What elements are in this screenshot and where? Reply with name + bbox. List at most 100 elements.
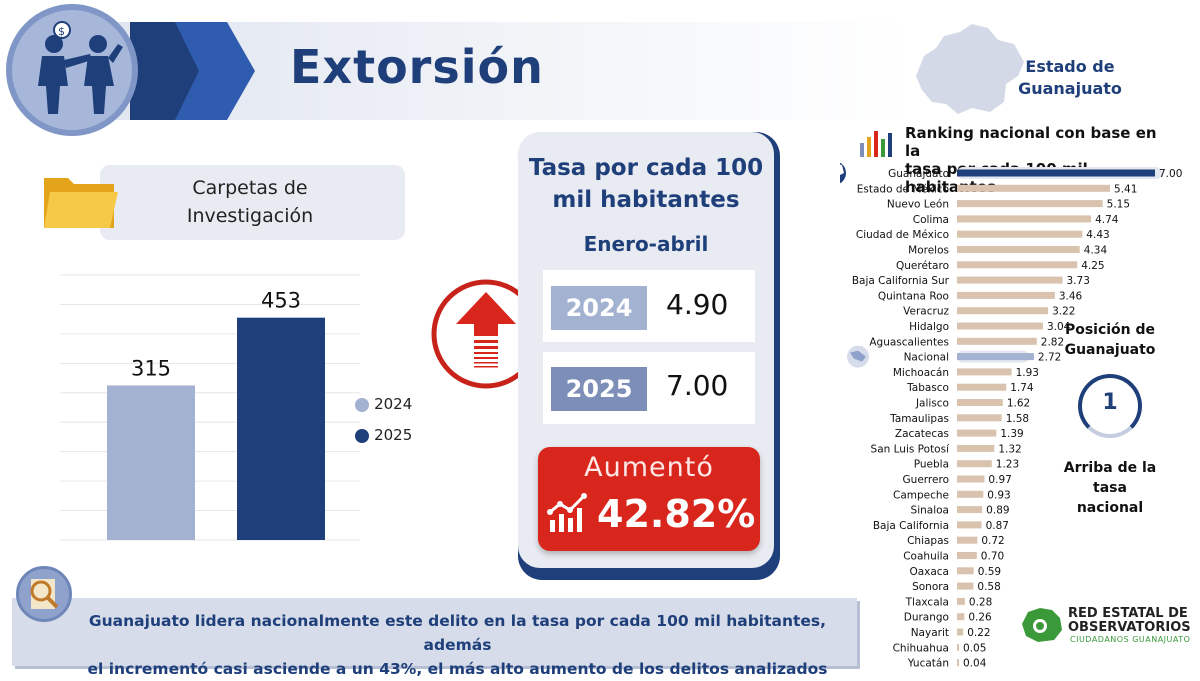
ranking-value-31: 0.05 [963, 642, 986, 654]
ranking-value-26: 0.59 [978, 566, 1001, 578]
ranking-bar-7 [957, 276, 1063, 284]
ranking-value-10: 3.04 [1047, 321, 1071, 333]
ranking-value-24: 0.72 [981, 535, 1004, 547]
ranking-bar-28 [957, 597, 965, 605]
ranking-value-9: 3.22 [1052, 306, 1075, 318]
legend-swatch-2024 [355, 397, 369, 412]
mexico-shape-icon [850, 350, 866, 362]
ranking-value-1: 5.41 [1114, 183, 1137, 195]
ranking-label-24: Chiapas [907, 535, 949, 547]
ranking-label-25: Coahuila [903, 551, 949, 563]
ranking-bar-2 [957, 200, 1103, 208]
ranking-label-22: Sinaloa [911, 505, 949, 517]
source-name-line3: CIUDADANOS GUANAJUATO [1070, 635, 1191, 644]
bar-label-2024: 315 [131, 356, 171, 380]
ranking-bar-14 [957, 383, 1007, 391]
ranking-label-23: Baja California [873, 520, 949, 532]
rate-year-2024: 2024 [551, 286, 647, 330]
ranking-label-27: Sonora [912, 581, 949, 593]
ranking-value-21: 0.93 [987, 489, 1010, 501]
ranking-value-8: 3.46 [1059, 290, 1083, 302]
ranking-value-4: 4.43 [1086, 229, 1109, 241]
ranking-bar-17 [957, 429, 997, 437]
bar-2024 [107, 385, 195, 540]
ranking-bar-3 [957, 215, 1092, 223]
state-label: Estado de Guanajuato [1018, 57, 1122, 98]
increase-box [538, 447, 760, 551]
ranking-label-11: Aguascalientes [869, 336, 949, 348]
ranking-bar-12 [957, 353, 1034, 361]
ranking-value-16: 1.58 [1006, 413, 1029, 425]
ranking-bar-18 [957, 444, 995, 452]
ranking-label-1: Estado de México [857, 183, 949, 195]
ranking-value-14: 1.74 [1010, 382, 1034, 394]
ranking-label-0: Guanajuato [888, 168, 949, 180]
ranking-bar-4 [957, 230, 1083, 238]
guanajuato-shape-icon [840, 164, 844, 175]
rate-title: Tasa por cada 100 mil habitantes [528, 155, 764, 213]
ranking-bar-15 [957, 399, 1003, 406]
ranking-value-28: 0.28 [969, 596, 992, 608]
ranking-value-23: 0.87 [986, 520, 1009, 532]
ranking-label-12: Nacional [904, 352, 949, 364]
ranking-bar-11 [957, 337, 1037, 345]
ranking-bar-16 [957, 414, 1002, 422]
ranking-label-18: San Luis Potosí [871, 443, 951, 455]
ranking-value-11: 2.82 [1041, 336, 1064, 348]
ranking-value-0: 7.00 [1159, 168, 1182, 180]
ranking-label-21: Campeche [893, 489, 949, 501]
ranking-label-20: Guerrero [903, 474, 949, 486]
ranking-bar-9 [957, 307, 1049, 315]
ranking-label-32: Yucatán [907, 658, 949, 670]
ranking-label-2: Nuevo León [887, 199, 949, 211]
ranking-label-31: Chihuahua [893, 642, 949, 654]
page-title: Extorsión [290, 40, 544, 94]
ranking-label-30: Nayarit [911, 627, 949, 639]
source-name-line2: OBSERVATORIOS [1068, 620, 1191, 635]
ranking-bar-chart: Guanajuato 7.00 Estado de México 5.41 Nuevo … [840, 163, 1182, 670]
ranking-bar-19 [957, 460, 992, 468]
ranking-bar-26 [957, 567, 974, 575]
ranking-bar-5 [957, 246, 1080, 253]
rate-value-2025: 7.00 [666, 369, 729, 402]
rate-year-2025: 2025 [551, 367, 647, 411]
ranking-label-10: Hidalgo [909, 321, 949, 333]
ranking-label-3: Colima [913, 214, 949, 226]
ranking-label-26: Oaxaca [909, 566, 949, 578]
ranking-label-9: Veracruz [903, 306, 949, 318]
ranking-label-5: Morelos [908, 245, 949, 257]
ranking-bar-27 [957, 582, 974, 590]
ranking-bar-22 [957, 506, 983, 514]
ranking-value-12: 2.72 [1038, 352, 1061, 364]
guanajuato-map-icon [916, 24, 1024, 114]
bar-2025 [237, 317, 325, 540]
ranking-value-15: 1.62 [1007, 398, 1030, 410]
ranking-bar-32 [957, 659, 959, 667]
ranking-value-18: 1.32 [998, 443, 1021, 455]
ranking-label-14: Tabasco [906, 382, 949, 394]
ranking-label-13: Michoacán [893, 367, 949, 379]
ranking-value-17: 1.39 [1000, 428, 1023, 440]
note-box [12, 598, 857, 666]
legend-label-2024: 2024 [374, 395, 413, 413]
ranking-bar-0 [957, 169, 1155, 177]
ranking-value-22: 0.89 [986, 505, 1009, 517]
ranking-bar-20 [957, 475, 985, 483]
ranking-value-30: 0.22 [967, 627, 990, 639]
investigations-title: Carpetas de Investigación [186, 177, 314, 227]
ranking-bar-24 [957, 536, 978, 544]
ranking-bar-13 [957, 368, 1012, 376]
ranking-label-8: Quintana Roo [878, 290, 949, 302]
ranking-bar-10 [957, 322, 1043, 330]
legend-item-2025: 2025 [355, 425, 412, 444]
folder-icon [44, 178, 118, 228]
ranking-value-20: 0.97 [988, 474, 1011, 486]
magnifier-icon [16, 566, 72, 622]
ranking-bar-23 [957, 521, 982, 529]
ranking-label-28: Tlaxcala [905, 596, 949, 608]
rate-period: Enero-abril [583, 232, 709, 256]
ranking-label-29: Durango [904, 612, 949, 624]
ranking-label-6: Querétaro [896, 260, 949, 272]
bar-label-2025: 453 [261, 289, 301, 313]
ranking-value-29: 0.26 [968, 612, 992, 624]
